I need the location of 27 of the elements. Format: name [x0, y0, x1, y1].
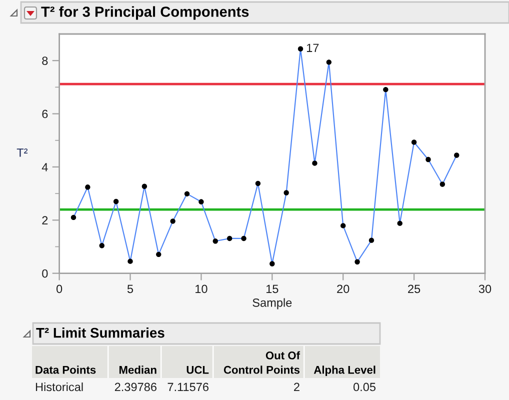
chart-title: T² for 3 Principal Components [41, 6, 249, 20]
y-axis-title: T² [16, 148, 28, 157]
x-tick-label: 30 [478, 284, 492, 294]
y-tick-label: 8 [42, 56, 48, 65]
x-tick-label: 25 [408, 284, 420, 294]
text: 2.39786 [114, 382, 156, 392]
category-label: Data Points [36, 366, 96, 374]
x-tick-label: 0 [56, 284, 62, 294]
category-label: Alpha Level [314, 366, 376, 376]
x-tick-label: 5 [127, 284, 134, 294]
y-tick-label: 4 [42, 163, 48, 172]
text: Historical [36, 382, 83, 392]
text: 0.05 [353, 382, 376, 392]
y-tick-label: 2 [42, 216, 48, 224]
category-label: Median [119, 366, 156, 374]
x-tick-label: 20 [337, 284, 350, 294]
y-tick-label: 6 [42, 110, 48, 118]
text: T² Limit Summaries [36, 328, 164, 338]
text: 7.11576 [168, 382, 208, 392]
x-tick-label: 15 [266, 284, 278, 294]
x-tick-label: 10 [196, 284, 208, 294]
x-axis-title: Sample [252, 298, 292, 310]
y-tick-label: 0 [42, 269, 48, 278]
category-label: Out Of Control Points [224, 351, 300, 374]
text: 2 [294, 382, 300, 392]
annotation: 17 [306, 44, 319, 52]
category-label: UCL [186, 366, 209, 374]
